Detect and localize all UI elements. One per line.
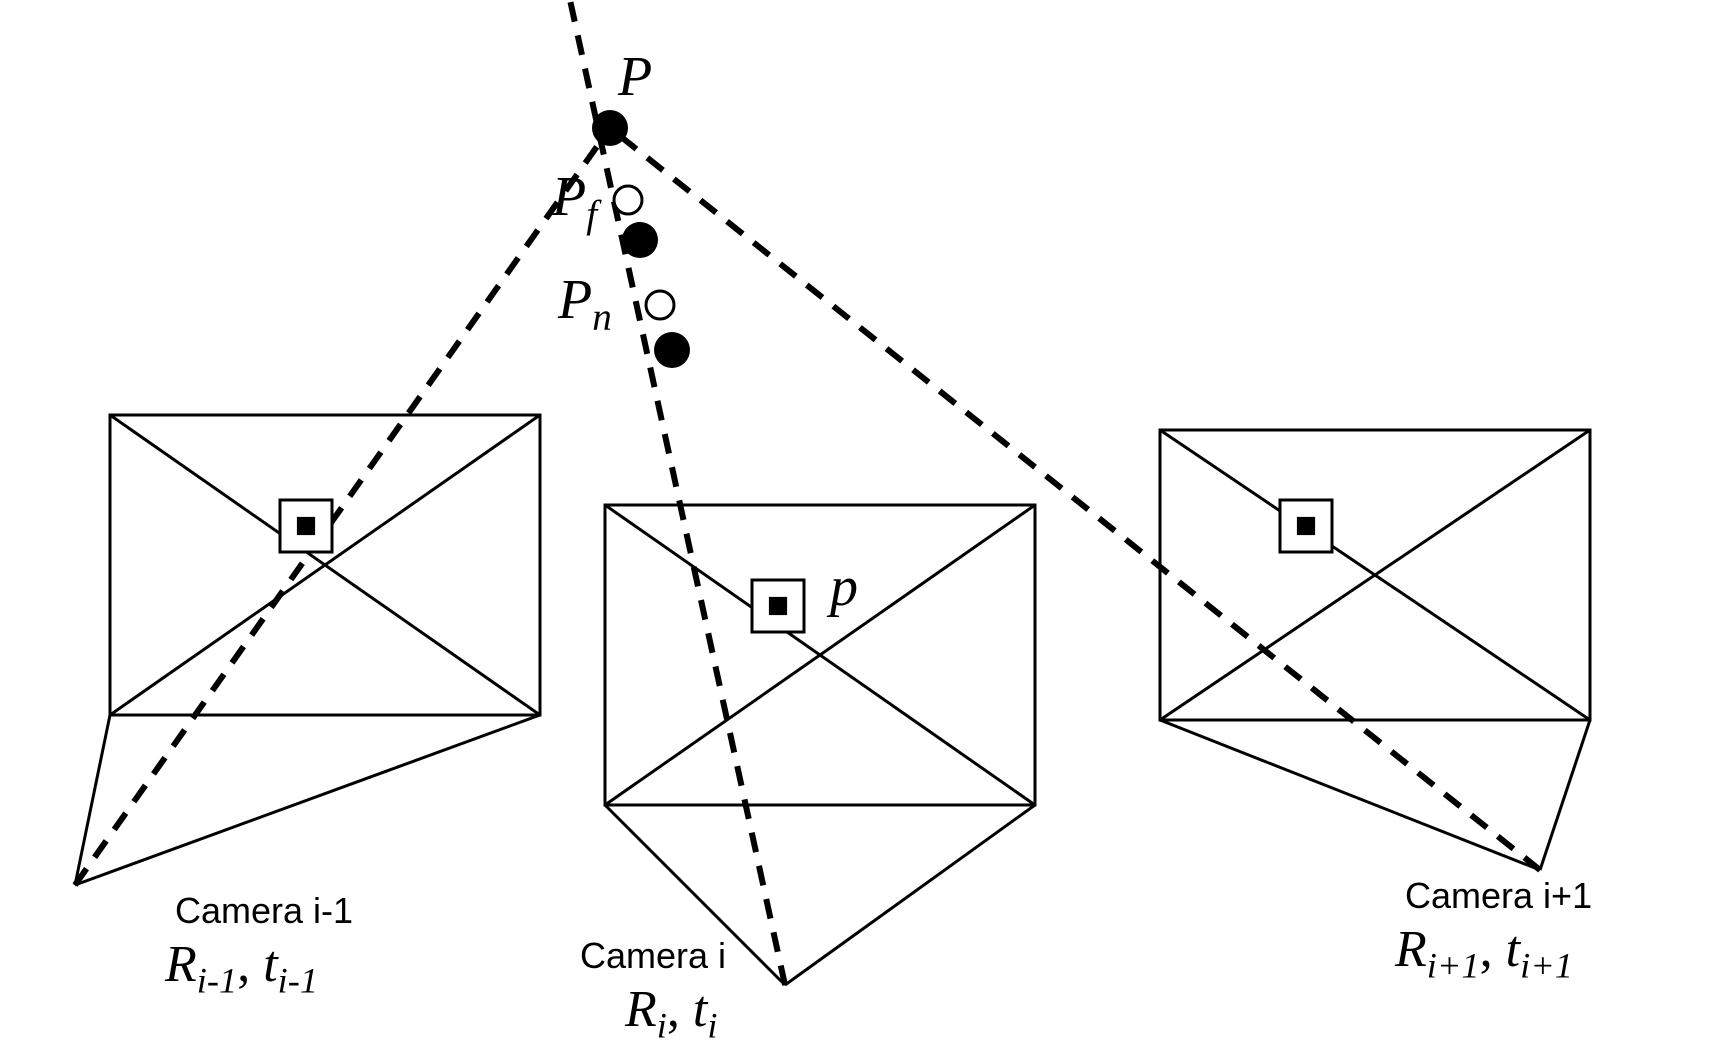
camera-right-label: Camera i+1 — [1405, 875, 1592, 917]
camera-left-label: Camera i-1 — [175, 890, 353, 932]
label-P: P — [618, 45, 652, 109]
camera-center-Rt: Ri, ti — [625, 980, 717, 1046]
label-Pn: Pn — [558, 268, 612, 340]
label-Pf: Pf — [552, 165, 597, 237]
label-p-image: p — [830, 555, 858, 619]
camera-right-Rt: Ri+1, ti+1 — [1395, 920, 1573, 986]
camera-left-Rt: Ri-1, ti-1 — [165, 935, 318, 1001]
camera-center-label: Camera i — [580, 935, 726, 977]
multi-view-geometry-diagram: PPfPnpCamera i-1Ri-1, ti-1Camera iRi, ti… — [0, 0, 1712, 1037]
